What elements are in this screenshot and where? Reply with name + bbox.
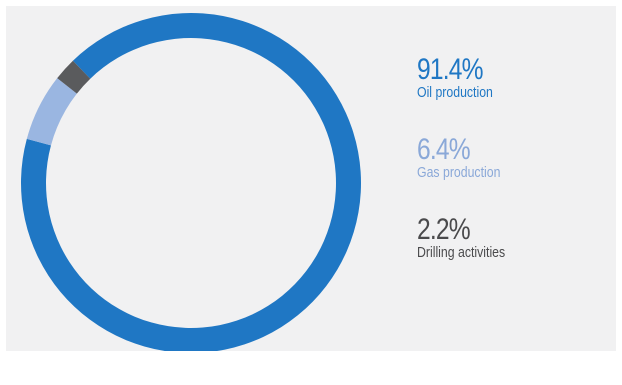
slice-gas-production: [26, 78, 77, 146]
legend-label: Drilling activities: [417, 244, 506, 261]
legend-value: 6.4%: [417, 133, 471, 166]
donut-chart: [21, 13, 361, 351]
slice-drilling-activities: [57, 60, 91, 94]
legend-item-gas-production: 6.4% Gas production: [417, 134, 519, 181]
legend-item-drilling-activities: 2.2% Drilling activities: [417, 214, 525, 261]
legend-label: Oil production: [417, 84, 493, 101]
legend-item-oil-production: 91.4% Oil production: [417, 54, 510, 101]
legend-label: Gas production: [417, 164, 501, 181]
chart-panel: 91.4% Oil production 6.4% Gas production…: [6, 6, 616, 351]
legend-value: 2.2%: [417, 213, 471, 246]
legend-value: 91.4%: [417, 53, 483, 86]
